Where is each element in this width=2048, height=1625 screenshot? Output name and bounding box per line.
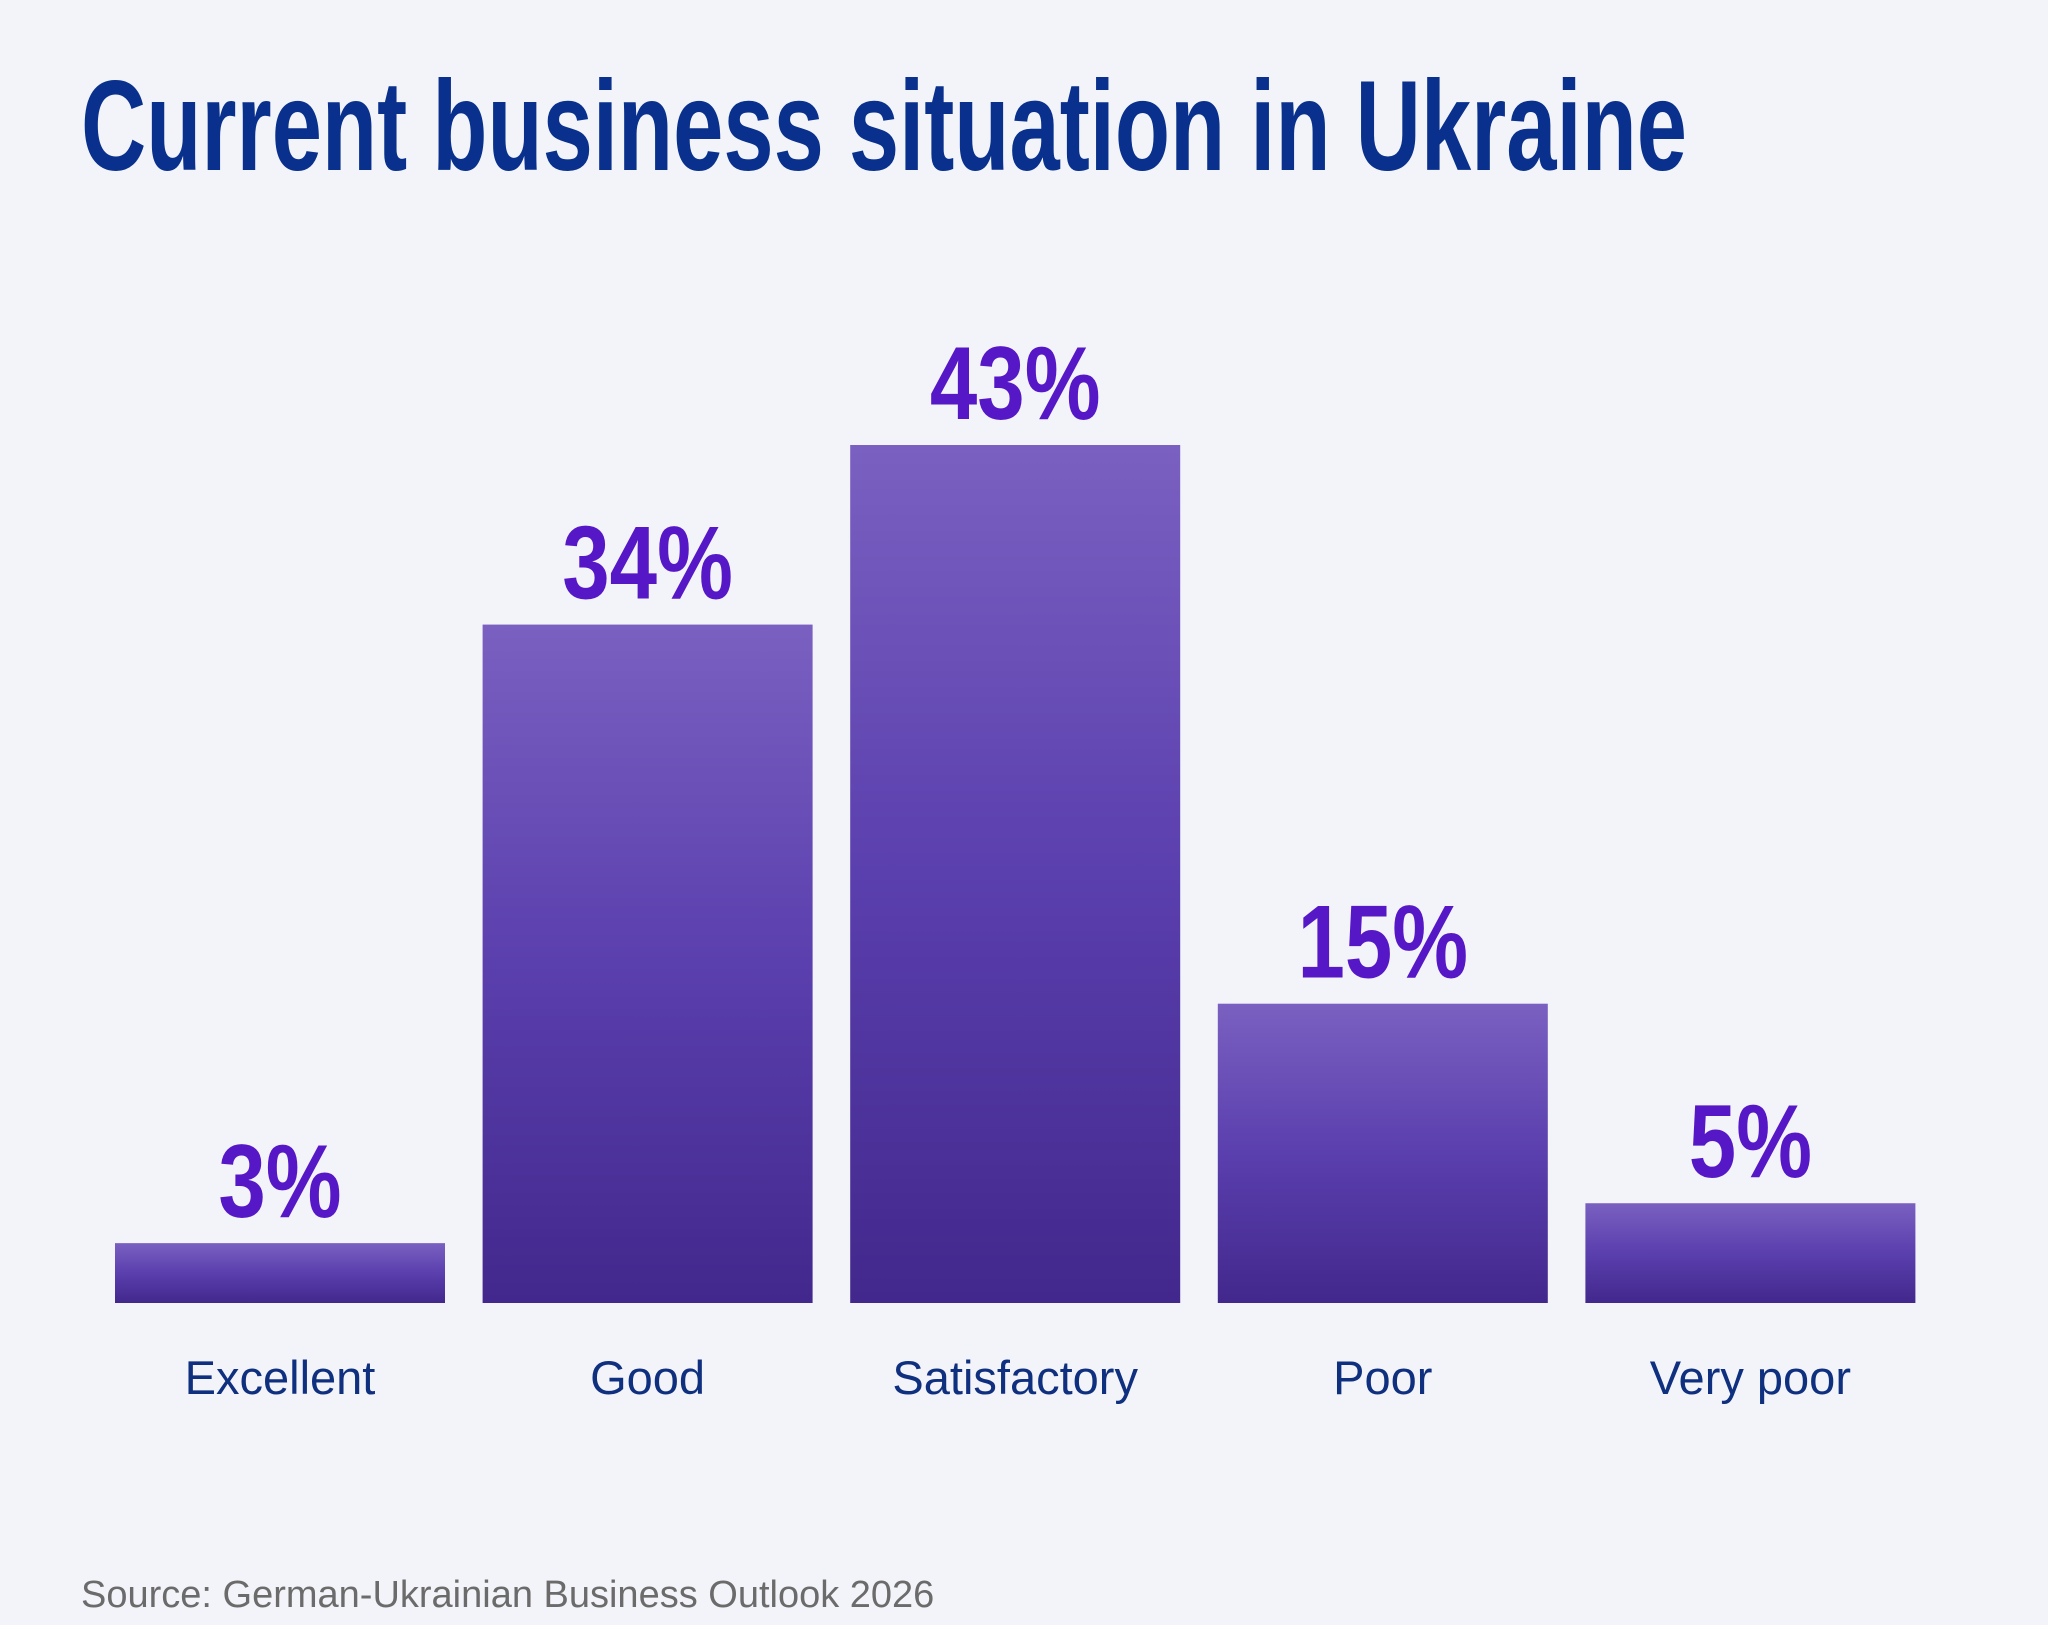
x-tick-label: Good xyxy=(590,1351,705,1404)
bar xyxy=(1217,1003,1548,1303)
source-note: Source: German-Ukrainian Business Outloo… xyxy=(81,1574,934,1616)
value-label: 34% xyxy=(562,506,733,622)
chart-title: Current business situation in Ukraine xyxy=(81,55,1687,198)
value-label: 5% xyxy=(1689,1084,1812,1200)
x-tick-label: Poor xyxy=(1333,1351,1432,1404)
value-label: 3% xyxy=(218,1124,341,1240)
x-tick-label: Very poor xyxy=(1650,1351,1851,1404)
value-label: 15% xyxy=(1297,885,1468,1001)
value-label: 43% xyxy=(930,326,1101,442)
bar xyxy=(1585,1203,1916,1303)
x-tick-label: Satisfactory xyxy=(892,1351,1138,1404)
bar xyxy=(850,445,1181,1303)
bar xyxy=(482,624,813,1303)
bar xyxy=(115,1243,445,1303)
x-tick-label: Excellent xyxy=(185,1351,376,1404)
